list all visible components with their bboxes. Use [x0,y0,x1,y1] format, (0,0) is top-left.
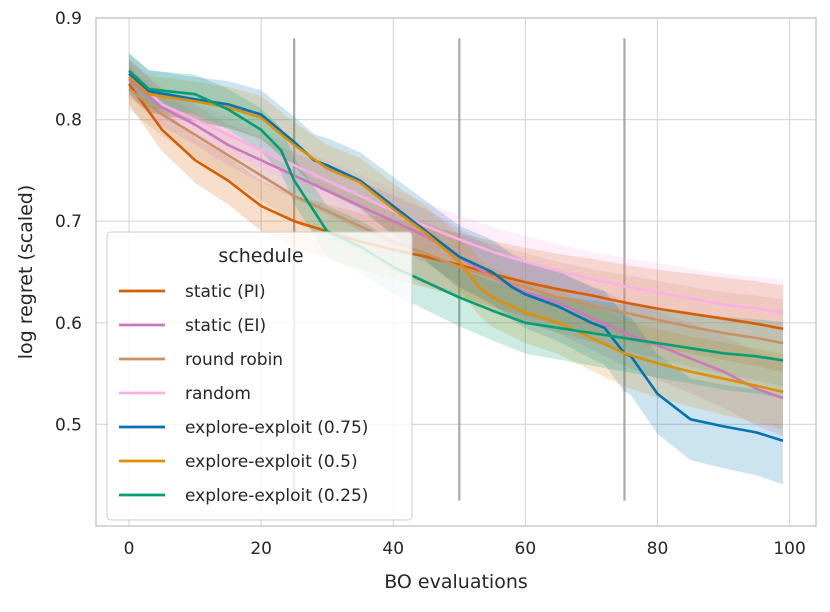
y-tick-labels: 0.5 0.6 0.7 0.8 0.9 [55,9,82,435]
y-tick-label: 0.8 [55,111,82,131]
confidence-band [129,53,783,485]
legend-label: static (EI) [185,316,266,336]
x-tick-labels: 0 20 40 60 80 100 [124,539,806,559]
confidence-band [129,61,783,437]
y-tick-label: 0.5 [55,415,82,435]
legend-label: explore-exploit (0.75) [185,418,368,438]
y-tick-label: 0.9 [55,9,82,29]
y-axis-title: log regret (scaled) [15,185,37,360]
legend-label: static (PI) [185,282,266,302]
x-tick-label: 0 [124,539,135,559]
legend-label: explore-exploit (0.5) [185,452,358,472]
legend: schedule static (PI) static (EI) round rob… [106,231,413,521]
legend-items: static (PI) static (EI) round robin random e… [119,282,368,506]
x-tick-label: 100 [773,539,805,559]
series-line [127,83,784,331]
legend-title: schedule [218,245,303,267]
x-tick-label: 80 [647,539,669,559]
legend-label: explore-exploit (0.25) [185,486,368,506]
y-tick-label: 0.6 [55,314,82,334]
series-line [128,69,784,362]
y-tick-label: 0.7 [55,212,82,232]
series-line [128,72,784,314]
confidence-band [129,63,783,373]
legend-label: random [185,384,251,404]
x-axis-title: BO evaluations [384,571,528,593]
series-line [128,72,784,442]
confidence-band [129,58,783,346]
series-lines [127,69,784,442]
x-tick-label: 60 [515,539,537,559]
confidence-band [129,68,783,387]
plot-frame [95,17,817,527]
legend-box [106,231,413,521]
series-line [128,88,784,345]
x-tick-label: 40 [382,539,404,559]
legend-label: round robin [185,350,283,370]
x-tick-label: 20 [250,539,272,559]
series-line [128,75,784,394]
